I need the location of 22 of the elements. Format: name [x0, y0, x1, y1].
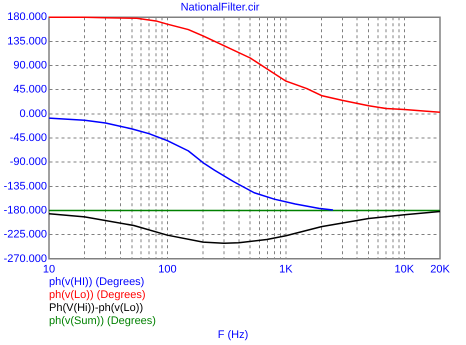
y-tick-label: -90.000 — [10, 156, 47, 168]
y-tick-label: 0.000 — [19, 108, 47, 120]
text: ph(v(Lo)) (Degrees) — [49, 289, 147, 302]
y-tick-label: 135.000 — [7, 35, 47, 48]
x-axis-title: F (Hz) — [216, 329, 250, 341]
y-tick-label: 90.000 — [13, 60, 47, 72]
y-tick-label: 180.000 — [7, 11, 47, 24]
y-tick-label: -180.000 — [4, 204, 47, 217]
text: ph(v(HI)) (Degrees) — [49, 276, 146, 289]
text: ph(v(Sum)) (Degrees) — [49, 315, 156, 328]
x-tick-label: 10 — [42, 263, 56, 276]
y-tick-label: -135.000 — [4, 180, 47, 192]
x-tick-label: 10K — [394, 263, 415, 276]
y-tick-label: -270.000 — [4, 252, 47, 265]
x-tick-label: 20K — [430, 263, 450, 276]
y-tick-label: -45.000 — [10, 132, 47, 144]
x-tick-label: 1K — [279, 263, 294, 276]
text: Ph(V(Hi))-ph(v(Lo)) — [49, 302, 144, 315]
x-tick-label: 100 — [158, 263, 177, 276]
y-tick-label: 45.000 — [13, 84, 47, 96]
y-tick-label: -225.000 — [4, 228, 47, 241]
chart-title: NationalFilter.cir — [180, 2, 260, 14]
